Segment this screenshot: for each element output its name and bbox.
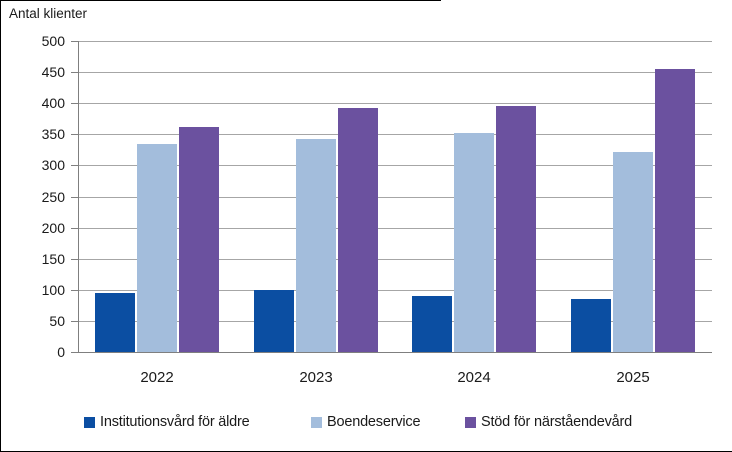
y-tick-label-450: 450 [41, 64, 65, 80]
y-tick-label-100: 100 [41, 282, 65, 298]
legend-swatch-boendeservice [311, 416, 322, 428]
y-axis-tick-300 [71, 165, 78, 166]
gridline-450 [78, 72, 712, 73]
x-axis-label-2022: 2022 [140, 369, 174, 386]
y-tick-label-150: 150 [41, 251, 65, 267]
legend-swatch-institutionsvard-for-aldre [84, 416, 95, 428]
gridline-500 [78, 41, 712, 42]
bar-stod-for-narstaendevard-2025 [655, 69, 695, 352]
y-tick-label-250: 250 [41, 189, 65, 205]
bar-boendeservice-2025 [613, 152, 653, 352]
y-axis-tick-500 [71, 41, 78, 42]
y-axis-tick-150 [71, 259, 78, 260]
gridline-400 [78, 103, 712, 104]
bar-institutionsvard-for-aldre-2024 [412, 296, 452, 352]
y-axis-tick-350 [71, 134, 78, 135]
y-axis-tick-50 [71, 321, 78, 322]
legend-item-stod-for-narstaendevard: Stöd för närståendevård [465, 414, 632, 430]
legend-label-stod-for-narstaendevard: Stöd för närståendevård [481, 414, 632, 430]
y-tick-label-0: 0 [57, 344, 65, 360]
bar-boendeservice-2022 [137, 144, 177, 352]
gridline-300 [78, 165, 712, 166]
y-axis-tick-200 [71, 228, 78, 229]
gridline-100 [78, 290, 712, 291]
x-axis-label-2023: 2023 [299, 369, 333, 386]
bar-institutionsvard-for-aldre-2023 [254, 290, 294, 352]
y-axis-line [78, 41, 79, 352]
y-axis-title: Antal klienter [9, 6, 88, 21]
gridline-200 [78, 228, 712, 229]
y-axis-tick-250 [71, 197, 78, 198]
legend-item-institutionsvard-for-aldre: Institutionsvård för äldre [84, 414, 250, 430]
y-tick-label-400: 400 [41, 95, 65, 111]
bar-stod-for-narstaendevard-2022 [179, 127, 219, 352]
gridline-250 [78, 197, 712, 198]
bar-institutionsvard-for-aldre-2025 [571, 299, 611, 352]
y-tick-label-500: 500 [41, 33, 65, 49]
y-axis-tick-450 [71, 72, 78, 73]
x-axis-label-2024: 2024 [457, 369, 491, 386]
frame-top-border [1, 0, 441, 1]
gridline-350 [78, 134, 712, 135]
gridline-150 [78, 259, 712, 260]
legend-label-institutionsvard-for-aldre: Institutionsvård för äldre [100, 414, 250, 430]
y-axis-tick-400 [71, 103, 78, 104]
bar-boendeservice-2024 [454, 133, 494, 352]
y-tick-label-350: 350 [41, 126, 65, 142]
legend-label-boendeservice: Boendeservice [327, 414, 421, 430]
y-tick-label-50: 50 [49, 313, 65, 329]
x-axis-line [78, 352, 712, 353]
y-axis-tick-100 [71, 290, 78, 291]
legend-swatch-stod-for-narstaendevard [465, 416, 476, 428]
bar-stod-for-narstaendevard-2023 [338, 108, 378, 352]
x-axis-label-2025: 2025 [616, 369, 650, 386]
bar-institutionsvard-for-aldre-2022 [95, 293, 135, 352]
legend-item-boendeservice: Boendeservice [311, 414, 421, 430]
y-axis-tick-0 [71, 352, 78, 353]
bar-boendeservice-2023 [296, 139, 336, 352]
bar-stod-for-narstaendevard-2024 [496, 106, 536, 352]
y-tick-label-300: 300 [41, 157, 65, 173]
gridline-50 [78, 321, 712, 322]
y-tick-label-200: 200 [41, 220, 65, 236]
